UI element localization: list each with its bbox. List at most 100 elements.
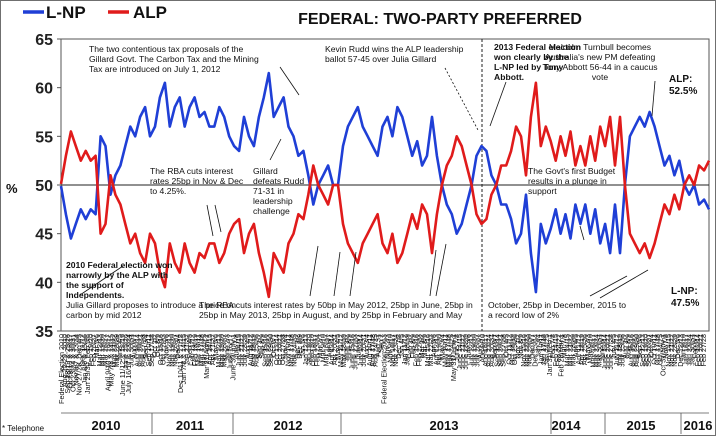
x-tick-label: July 4/5 xyxy=(609,334,618,359)
x-tick-label: May 23/24 xyxy=(592,334,601,368)
x-tick-label: Nov 8/9 xyxy=(516,334,525,359)
year-label: 2014 xyxy=(552,418,582,433)
annotation-2013-election: 2013 Federal election won clearly by the L… xyxy=(493,42,581,82)
x-tick-label: Dec 12/13 xyxy=(676,334,685,367)
x-tick-label: July 5/6 xyxy=(464,334,473,359)
arrow-carbon-price xyxy=(79,265,124,296)
x-tick-label: Apr 12/13 xyxy=(432,334,441,365)
x-tick-label: Feb 6/7 xyxy=(690,334,699,358)
x-tick-label: Dec 7/8 xyxy=(394,334,403,359)
x-tick-label: Oct 18/19 xyxy=(507,334,516,365)
x-tick-label: July 28/29 xyxy=(240,334,249,367)
x-tick-label: Apr 13/14 xyxy=(327,334,336,365)
x-tick-label: Sep 22/23 xyxy=(263,334,272,367)
x-tick-label: Oct 23/24 & 30/31 xyxy=(69,334,78,392)
x-tick-label: June 7/8 xyxy=(452,334,461,362)
x-tick-label: Apr 5/6 xyxy=(429,334,438,357)
x-tick-label: Oct 8/9 xyxy=(153,334,162,357)
y-tick-label: 40 xyxy=(35,275,53,292)
x-tick-label: May 21/22 xyxy=(109,334,118,368)
x-tick-label: Federal Election 2010 xyxy=(57,334,66,404)
x-tick-label: Mar 1/2 xyxy=(417,334,426,358)
x-tick-label: Mar 17/18 xyxy=(196,334,205,366)
x-tick-label: Mar 31/April 1 xyxy=(202,334,211,379)
x-tick-label: Oct 9/10 & 16/17 xyxy=(66,334,75,388)
x-tick-label: Feb 16/17 xyxy=(310,334,319,366)
x-tick-label: Sep 5/6 xyxy=(635,334,644,359)
x-tick-label: Aug 4/5 xyxy=(243,334,252,359)
x-tick-label: Sep 1/2 xyxy=(255,334,264,359)
x-tick-label: June 20/21 xyxy=(603,334,612,370)
x-tick-label: Nov 27/28, Dec 4/5 xyxy=(74,334,83,396)
x-tick-label: May 17/18 xyxy=(443,334,452,368)
x-tick-label: Jan 4/5 xyxy=(397,334,406,358)
x-tick-label: Aug 31 xyxy=(374,334,383,357)
x-tick-label: Nov 19/20 xyxy=(167,334,176,367)
x-tick-label: Dec 11/12 xyxy=(77,334,86,366)
x-tick-label: Sep 26/27 xyxy=(644,334,653,367)
x-tick-label: Mar 28/29 xyxy=(568,334,577,366)
x-tick-label: Nov 1/2 xyxy=(513,334,522,359)
arrow-carbon-tax xyxy=(279,66,300,96)
x-tick-label: May 9/10 xyxy=(586,334,595,364)
arrow-rba-2011-b xyxy=(214,204,222,233)
x-tick-label: Sep 27/28 xyxy=(499,334,508,367)
x-tick-label: Mar 14/15 xyxy=(563,334,572,366)
x-tick-label: Feb 28/Mar 1 xyxy=(557,334,566,377)
x-tick-label: July 7/8 xyxy=(231,334,240,359)
x-tick-label: June 1/2 xyxy=(342,334,351,362)
x-tick-label: Feb 23/24 xyxy=(313,334,322,366)
x-tick-label: Aug 24/25 xyxy=(371,334,380,367)
x-tick-label: May 30/31 xyxy=(594,334,603,368)
x-tick-label: Apr 19/20 xyxy=(435,334,444,365)
x-tick-label: Jan 8/9 & 15/16 xyxy=(80,334,89,384)
series-line-alp xyxy=(59,81,711,299)
x-tick-label: Oct 22/23 xyxy=(159,334,168,365)
x-tick-label: Dec 13/14 xyxy=(531,334,540,367)
x-tick-label: Oct 31/Nov 1 xyxy=(658,334,667,376)
x-tick-label: Mar 26/27 xyxy=(101,334,110,366)
x-tick-label: July 11/12 xyxy=(612,334,621,366)
arrow-rba-3 xyxy=(349,251,357,297)
x-tick-label: June 30/July 1 xyxy=(228,334,237,380)
arrow-budget xyxy=(579,225,585,241)
x-tick-label: Feb 20/21 xyxy=(696,334,705,366)
annotation-carbon-price: Julia Gillard proposes to introduce a pr… xyxy=(66,300,236,320)
x-tick-label: Aug 15/16 xyxy=(626,334,635,367)
x-tick-label: Oct 1/2 xyxy=(150,334,159,357)
y-tick-label: 60 xyxy=(35,81,53,98)
x-tick-label: July 6/7 xyxy=(353,334,362,359)
x-tick-label: Nov 24/25 xyxy=(289,334,298,367)
x-tick-label: Mar 5/6 xyxy=(92,334,101,358)
x-tick-label: Aug 30/31 xyxy=(487,334,496,367)
x-tick-label: Feb 14/15 xyxy=(551,334,560,366)
x-tick-label: Sep 7 xyxy=(377,334,386,353)
x-tick-label: Aug 1/2 xyxy=(621,334,630,359)
x-tick-label: Nov 2/3 xyxy=(382,334,391,359)
x-tick-label: Nov 14/15 xyxy=(664,334,673,367)
arrow-2013-election xyxy=(489,81,507,127)
x-tick-label: Aug 6/7 xyxy=(130,334,139,359)
arrow-rba-1 xyxy=(309,245,319,297)
x-tick-label: Sep 18/19 & 25/26 xyxy=(63,334,72,394)
year-label: 2015 xyxy=(627,418,656,433)
annotation-rba-cuts: The RBA cuts interest rates by 50bp in M… xyxy=(199,300,473,320)
annotation-rba-2011: The RBA cuts interest rates 25bp in Nov &… xyxy=(150,166,244,196)
x-tick-label: July 16/17 & 23/24 xyxy=(124,334,133,394)
x-tick-label: Aug 23/24 xyxy=(484,334,493,367)
x-tick-label: Nov 29/30 xyxy=(525,334,534,367)
x-tick-label: May 28/29 xyxy=(112,334,121,368)
x-tick-label: July 30/31 xyxy=(127,334,136,367)
x-tick-label: Aug 10/11 xyxy=(365,334,374,366)
x-tick-label: Mar 24/25 xyxy=(199,334,208,366)
x-tick-label: July 20/21 xyxy=(359,334,368,367)
y-axis: 35 40 45 50 55 60 65 xyxy=(35,32,61,341)
x-tick-label: Nov 7/8 xyxy=(661,334,670,359)
x-tick-label: July 21/22 xyxy=(237,334,246,367)
x-tick-label: June 15/16 xyxy=(348,334,357,370)
x-tick-label: April 9/10 & 16/17 xyxy=(104,334,113,391)
x-tick-label: Sep 3/4 xyxy=(141,334,150,359)
annotation-arrows xyxy=(79,66,656,299)
x-tick-label: Feb 7/8 xyxy=(548,334,557,358)
y-tick-label: 35 xyxy=(35,324,53,341)
